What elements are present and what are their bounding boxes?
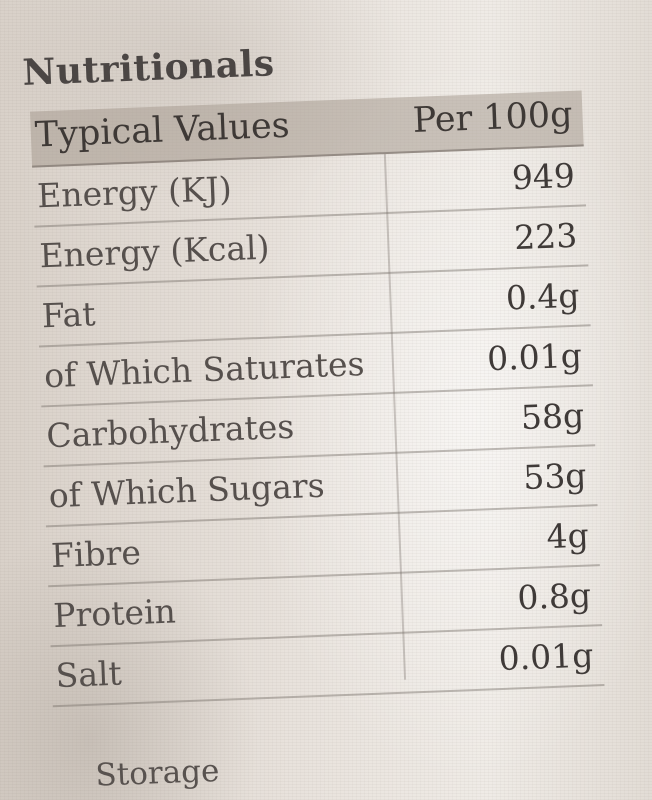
nutrient-name: Fibre	[50, 532, 142, 576]
nutrient-name: of Which Sugars	[47, 465, 326, 516]
nutrient-name: Fat	[41, 294, 97, 336]
nutrient-value: 949	[511, 155, 576, 198]
nutrition-table: Typical Values Per 100g Energy (KJ) 949 …	[29, 90, 605, 708]
nutrient-value: 0.01g	[497, 635, 595, 679]
column-header-per-100g: Per 100g	[412, 94, 574, 141]
nutrient-value: 0.01g	[486, 335, 583, 379]
nutrient-value: 0.4g	[505, 275, 581, 318]
nutrient-name: Carbohydrates	[45, 406, 295, 456]
nutrient-name: of Which Saturates	[43, 344, 366, 396]
storage-heading: Storage	[94, 752, 220, 794]
nutrient-name: Energy (KJ)	[36, 168, 233, 216]
nutrition-heading: Nutritionals	[21, 42, 276, 94]
nutrient-value: 53g	[522, 455, 588, 497]
nutrient-value: 4g	[545, 515, 590, 557]
nutrient-name: Salt	[54, 653, 123, 696]
nutrient-value: 223	[513, 215, 578, 258]
nutrient-name: Energy (Kcal)	[38, 227, 271, 276]
nutrient-value: 0.8g	[516, 575, 592, 618]
column-header-typical-values: Typical Values	[34, 105, 291, 156]
nutrient-value: 58g	[520, 395, 585, 438]
nutrient-name: Protein	[52, 591, 177, 636]
